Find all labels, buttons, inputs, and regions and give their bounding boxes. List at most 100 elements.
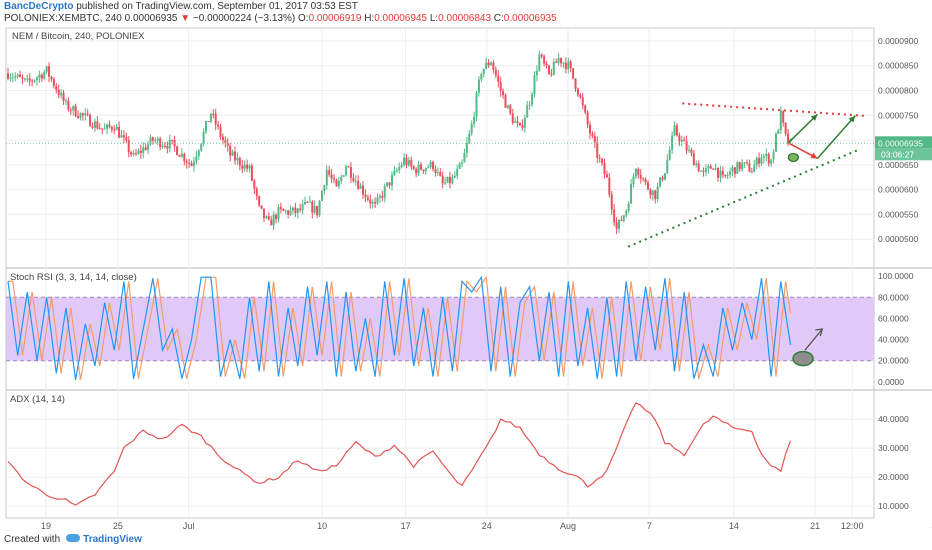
candle-body xyxy=(98,128,101,130)
candle-body xyxy=(576,88,579,95)
candle-body xyxy=(564,62,567,70)
candle-body xyxy=(23,78,26,80)
candle-body xyxy=(770,159,773,164)
candle-body xyxy=(562,62,565,64)
candle-body xyxy=(675,125,678,136)
candle-body xyxy=(787,133,790,143)
ohlc-low-label: L: xyxy=(429,13,439,24)
candle-body xyxy=(28,78,31,81)
candle-body xyxy=(371,201,374,204)
candle-body xyxy=(166,146,169,149)
candle-body xyxy=(161,145,164,148)
price-tick-label: 0.0000850 xyxy=(878,61,918,71)
x-tick-label: 19 xyxy=(41,521,51,531)
candle-body xyxy=(209,113,212,122)
candle-body xyxy=(492,62,495,70)
candle-body xyxy=(617,219,620,229)
up-arrow xyxy=(787,113,819,145)
candle-body xyxy=(318,200,321,216)
candle-body xyxy=(439,172,442,176)
candle-body xyxy=(627,203,630,211)
candle-body xyxy=(557,57,560,63)
candle-body xyxy=(762,156,765,158)
candle-body xyxy=(603,163,606,175)
candle-body xyxy=(33,80,36,82)
candle-body xyxy=(400,164,403,167)
candle-body xyxy=(316,206,319,216)
candle-body xyxy=(50,76,53,80)
stoch-up-arrow-head xyxy=(815,328,824,337)
candle-body xyxy=(407,160,410,166)
candle-body xyxy=(31,80,34,82)
candle-body xyxy=(518,122,521,126)
candle-body xyxy=(704,168,707,172)
author-name[interactable]: BancDeCrypto xyxy=(4,1,74,12)
candle-body xyxy=(782,110,785,123)
candle-body xyxy=(171,139,174,141)
candle-body xyxy=(543,56,546,64)
candle-body xyxy=(335,179,338,187)
candle-body xyxy=(601,158,604,164)
candle-body xyxy=(424,168,427,172)
x-tick-label: 17 xyxy=(401,521,411,531)
candle-body xyxy=(497,75,500,82)
candle-body xyxy=(465,142,468,153)
candle-body xyxy=(52,79,55,87)
price-label-text: 0.00006935 xyxy=(878,138,923,148)
candle-body xyxy=(697,163,700,172)
candle-body xyxy=(132,153,135,155)
price-tick-label: 0.0000650 xyxy=(878,160,918,170)
candle-body xyxy=(673,125,676,136)
candle-body xyxy=(688,149,691,151)
candle-body xyxy=(330,174,333,179)
candle-body xyxy=(695,163,698,166)
candle-body xyxy=(69,109,72,111)
candle-body xyxy=(62,92,65,101)
x-tick-label: 10 xyxy=(317,521,327,531)
candle-body xyxy=(550,73,553,75)
candle-body xyxy=(282,208,285,211)
candle-body xyxy=(243,164,246,169)
candle-body xyxy=(7,73,9,79)
candle-body xyxy=(267,216,270,220)
candle-body xyxy=(323,185,326,192)
candle-body xyxy=(639,174,642,179)
candle-body xyxy=(149,137,152,145)
candle-body xyxy=(357,180,360,189)
candle-body xyxy=(202,131,205,144)
up-arrow-head xyxy=(810,114,818,121)
candle-body xyxy=(745,162,748,164)
candle-body xyxy=(731,167,734,172)
x-tick-label: Jul xyxy=(183,521,195,531)
candle-body xyxy=(777,130,780,134)
candle-body xyxy=(299,208,302,211)
candle-body xyxy=(654,190,657,200)
tradingview-brand[interactable]: TradingView xyxy=(83,534,142,545)
candle-body xyxy=(499,81,502,91)
candle-body xyxy=(265,216,268,219)
ohlc-close-label: C: xyxy=(493,13,504,24)
stoch-k-line xyxy=(7,275,792,380)
candle-body xyxy=(386,182,389,187)
candle-body xyxy=(9,77,12,79)
ohlc-high: 0.00006945 xyxy=(374,13,428,24)
x-tick-label: 7 xyxy=(647,521,652,531)
price-tick-label: 0.0000750 xyxy=(878,110,918,120)
candle-body xyxy=(615,222,618,229)
candle-body xyxy=(26,78,29,80)
candle-body xyxy=(572,68,575,79)
candle-body xyxy=(16,74,19,77)
candle-body xyxy=(772,151,775,160)
candle-body xyxy=(506,105,509,108)
x-tick-label: 21 xyxy=(810,521,820,531)
candle-body xyxy=(661,177,664,180)
candle-body xyxy=(468,133,471,143)
candle-body xyxy=(77,116,80,118)
candle-body xyxy=(291,207,294,211)
candle-body xyxy=(64,100,67,102)
candle-body xyxy=(207,121,210,123)
price-tick-label: 0.0000550 xyxy=(878,209,918,219)
candle-body xyxy=(620,219,623,221)
candle-body xyxy=(313,206,316,213)
